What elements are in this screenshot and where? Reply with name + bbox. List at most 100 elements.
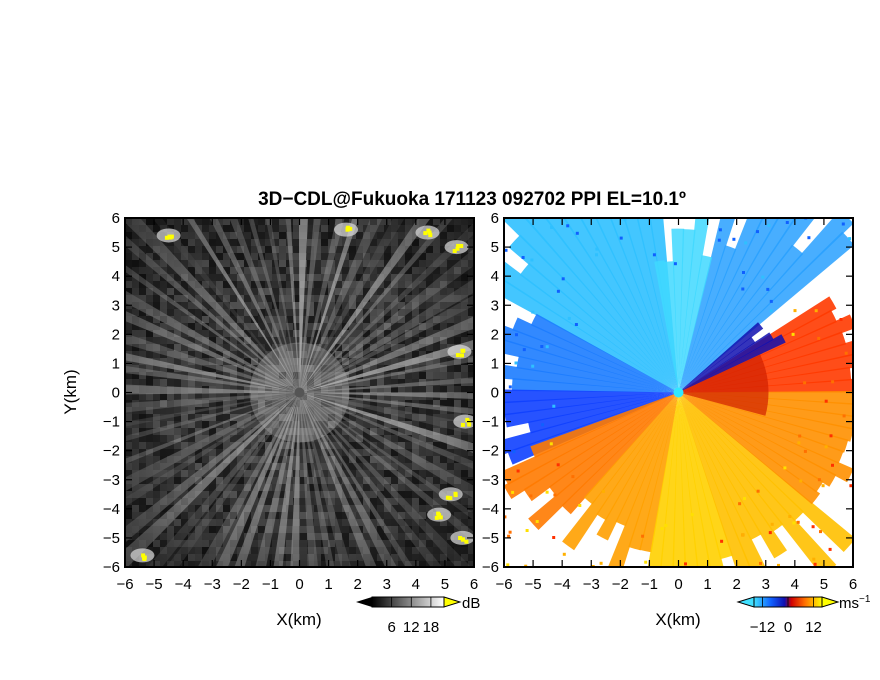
velocity-speckle xyxy=(769,309,773,313)
receding-velocity-wedge xyxy=(504,392,679,485)
velocity-speckle xyxy=(676,597,679,600)
velocity-speckle xyxy=(756,489,760,493)
velocity-speckle xyxy=(791,332,795,336)
velocity-speckle xyxy=(522,348,526,352)
approaching-velocity-wedge xyxy=(519,262,679,393)
approaching-velocity-wedge xyxy=(678,322,764,393)
velocity-speckle xyxy=(767,223,771,227)
velocity-speckle xyxy=(854,192,857,195)
x-tick-label: 0 xyxy=(674,576,682,593)
bright-echo-cell xyxy=(437,513,442,518)
velocity-speckle xyxy=(684,562,687,566)
velocity-speckle xyxy=(601,489,605,493)
velocity-speckle xyxy=(525,529,529,532)
velocity-speckle xyxy=(759,145,762,148)
velocity-speckle xyxy=(744,594,747,597)
velocity-speckle xyxy=(599,561,603,565)
velocity-speckle xyxy=(504,248,508,252)
velocity-speckle xyxy=(792,521,796,525)
velocity-speckle xyxy=(807,236,811,240)
approaching-velocity-wedge xyxy=(504,364,679,393)
y-tick-label: −2 xyxy=(482,443,499,460)
velocity-speckle xyxy=(812,557,816,561)
y-tick-label: 4 xyxy=(491,268,499,285)
receding-velocity-wedge xyxy=(678,392,787,559)
y-tick-label: −5 xyxy=(482,530,499,547)
approaching-velocity-wedge xyxy=(671,228,685,393)
approaching-velocity-wedge xyxy=(678,255,713,393)
bright-echo-cell xyxy=(448,496,453,501)
receding-velocity-wedge xyxy=(561,392,679,515)
receding-velocity-wedge xyxy=(562,392,679,551)
velocity-speckle xyxy=(732,237,736,241)
receding-velocity-wedge xyxy=(523,392,679,502)
y-tick-label: 3 xyxy=(112,297,120,314)
velocity-speckle xyxy=(485,330,488,333)
approaching-velocity-wedge xyxy=(530,313,679,393)
velocity-speckle xyxy=(772,574,775,577)
y-tick-label: 1 xyxy=(112,355,120,372)
y-tick-label: 0 xyxy=(491,385,499,402)
x-tick-label: −3 xyxy=(204,576,221,593)
velocity-speckle xyxy=(619,236,623,240)
velocity-speckle xyxy=(770,522,774,526)
velocity-speckle xyxy=(803,381,807,385)
velocity-speckle xyxy=(769,299,773,303)
velocity-colorbar-tick-label: −12 xyxy=(750,619,775,636)
velocity-speckle xyxy=(717,238,721,242)
bright-echo-cell xyxy=(423,231,428,236)
velocity-speckle xyxy=(492,439,495,442)
bright-echo-cell xyxy=(445,495,450,500)
y-tick-label: 4 xyxy=(112,268,120,285)
x-tick-label: −5 xyxy=(525,576,542,593)
approaching-velocity-wedge xyxy=(678,231,853,393)
velocity-speckle xyxy=(622,162,625,165)
approaching-velocity-wedge xyxy=(512,317,679,393)
bright-echo-cell xyxy=(142,555,147,560)
velocity-speckle xyxy=(489,433,492,436)
velocity-speckle xyxy=(743,497,746,501)
velocity-speckle xyxy=(535,520,539,523)
bright-echo-cell xyxy=(461,348,466,353)
velocity-speckle xyxy=(515,333,518,337)
velocity-speckle xyxy=(644,560,648,564)
velocity-speckle xyxy=(664,524,668,527)
velocity-speckle xyxy=(811,525,815,529)
velocity-speckle xyxy=(595,253,598,257)
intensity-colorbar: dB 6 12 18 xyxy=(356,595,480,636)
velocity-speckle xyxy=(571,475,575,479)
receding-velocity-wedge xyxy=(678,392,821,505)
velocity-frame xyxy=(503,217,854,568)
receding-velocity-wedge xyxy=(584,392,679,505)
approaching-velocity-wedge xyxy=(504,279,679,393)
approaching-velocity-wedge xyxy=(678,218,853,393)
y-tick-label: −1 xyxy=(482,414,499,431)
velocity-speckle xyxy=(742,271,745,274)
velocity-speckle xyxy=(508,530,512,534)
velocity-speckle xyxy=(785,221,789,224)
y-tick-label: −1 xyxy=(103,414,120,431)
velocity-speckle xyxy=(521,256,525,259)
velocity-speckle xyxy=(531,364,535,368)
bright-echo-cell xyxy=(438,515,443,520)
bright-echo-cell xyxy=(458,536,463,540)
bright-echo-cell xyxy=(428,233,433,238)
velocity-speckle xyxy=(819,530,822,534)
velocity-speckle xyxy=(530,258,534,262)
velocity-speckle xyxy=(641,534,645,538)
velocity-unit-base: ms xyxy=(839,595,859,612)
x-tick-label: 1 xyxy=(324,576,332,593)
receding-velocity-wedge xyxy=(678,392,853,483)
bright-echo-halo xyxy=(438,487,463,502)
approaching-velocity-wedge xyxy=(678,336,756,393)
velocity-speckle xyxy=(693,181,696,184)
velocity-speckle xyxy=(578,504,582,507)
x-tick-label: −2 xyxy=(612,576,629,593)
velocity-speckle xyxy=(761,275,765,279)
bright-echo-cell xyxy=(460,353,464,358)
velocity-speckle xyxy=(478,489,481,492)
receding-velocity-wedge xyxy=(672,392,687,567)
velocity-speckle xyxy=(690,513,694,517)
approaching-velocity-wedge xyxy=(516,355,679,393)
